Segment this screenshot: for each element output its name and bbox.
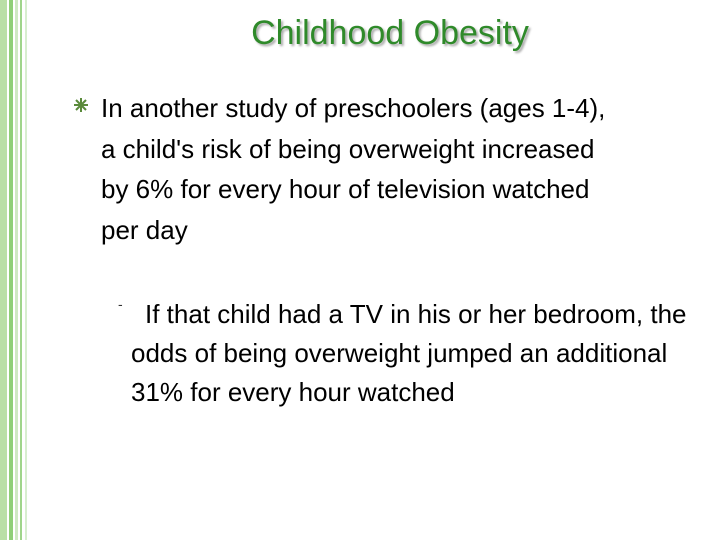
bullet-icon [74,98,88,112]
sub-bullet-text: If that child had a TV in his or her bed… [131,299,687,407]
sub-bullet-marker: ‐ [118,296,123,312]
decor-stripes [0,0,27,540]
slide-title: Childhood Obesity [251,14,529,52]
bullet-text: In another study of preschoolers (ages 1… [101,93,606,245]
